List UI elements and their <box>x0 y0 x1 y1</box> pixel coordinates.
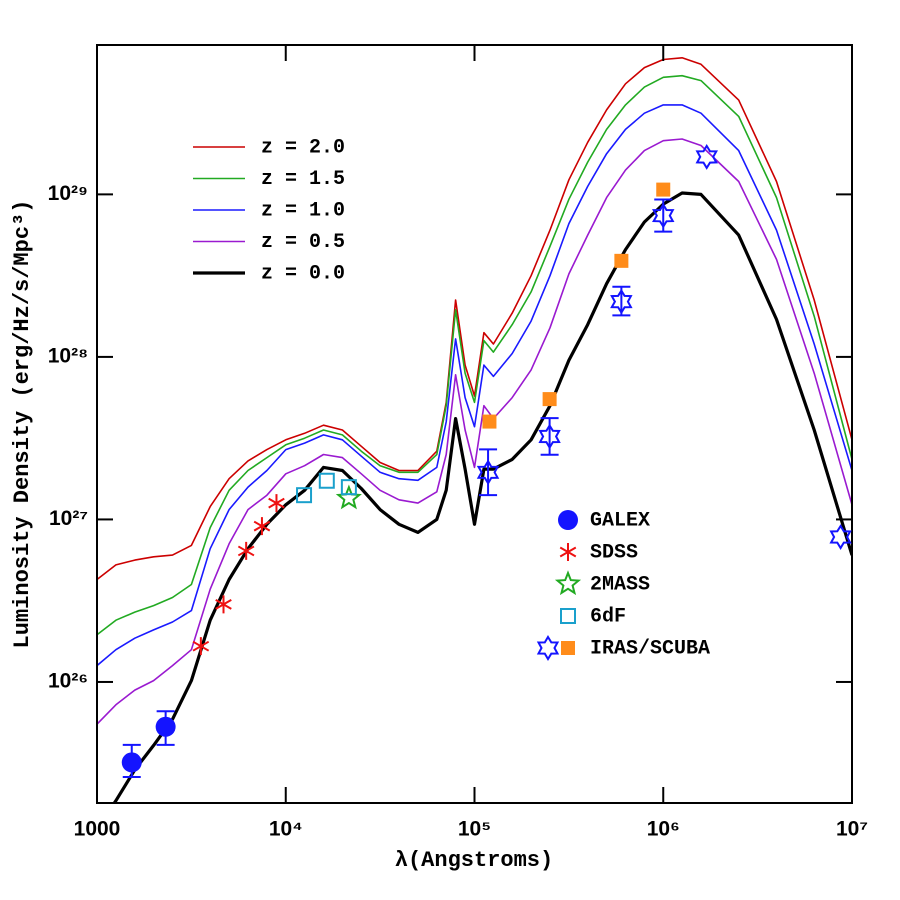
sed-curve <box>112 191 852 803</box>
marker <box>554 570 582 596</box>
x-tick-label: 1000 <box>74 818 121 841</box>
error-bar <box>479 448 498 497</box>
legend-label: z = 0.0 <box>261 262 345 285</box>
legend-label: 2MASS <box>590 573 650 596</box>
marker <box>695 143 718 170</box>
x-tick-label: 10⁴ <box>269 818 303 841</box>
marker <box>614 253 629 268</box>
marker <box>296 487 313 504</box>
x-tick-label: 10⁶ <box>647 818 680 841</box>
marker <box>482 414 497 429</box>
marker <box>340 479 357 496</box>
legend-label: z = 0.5 <box>261 231 345 254</box>
marker <box>559 543 577 561</box>
marker <box>542 392 557 407</box>
sed-curve <box>97 104 852 667</box>
marker <box>829 524 852 550</box>
data-points <box>121 143 852 779</box>
x-axis-label: λ(Angstroms) <box>395 848 553 873</box>
marker <box>121 752 142 773</box>
plot-area <box>97 57 852 803</box>
marker <box>656 182 671 197</box>
legend-label: IRAS/SCUBA <box>590 637 710 660</box>
x-tick-label: 10⁵ <box>458 818 491 841</box>
sed-curve <box>97 74 852 636</box>
marker <box>610 288 633 315</box>
marker <box>253 517 271 536</box>
marker <box>652 202 675 229</box>
y-tick-label: 10²⁸ <box>48 344 88 367</box>
legend-label: z = 1.5 <box>261 168 345 191</box>
sed-curve <box>97 138 852 725</box>
marker <box>538 423 561 450</box>
marker <box>237 541 255 560</box>
marker <box>192 637 210 656</box>
y-tick-label: 10²⁷ <box>49 507 88 530</box>
marker <box>155 716 176 737</box>
y-tick-label: 10²⁹ <box>48 182 88 205</box>
legend-label: z = 1.0 <box>261 199 345 222</box>
marker <box>558 510 578 530</box>
sed-curve <box>97 57 852 581</box>
y-axis-label: Luminosity Density (erg/Hz/s/Mpc³) <box>10 200 35 649</box>
legend-label: SDSS <box>590 541 638 564</box>
marker <box>476 459 500 486</box>
marker <box>536 635 560 661</box>
marker <box>215 595 232 614</box>
legend-label: 6dF <box>590 605 626 628</box>
marker <box>560 608 576 624</box>
x-tick-label: 10⁷ <box>836 818 868 841</box>
legend-label: GALEX <box>590 509 650 532</box>
marker <box>561 641 575 655</box>
marker <box>318 472 335 489</box>
y-tick-label: 10²⁶ <box>48 670 88 693</box>
legend-label: z = 2.0 <box>261 136 345 159</box>
marker <box>268 494 285 513</box>
